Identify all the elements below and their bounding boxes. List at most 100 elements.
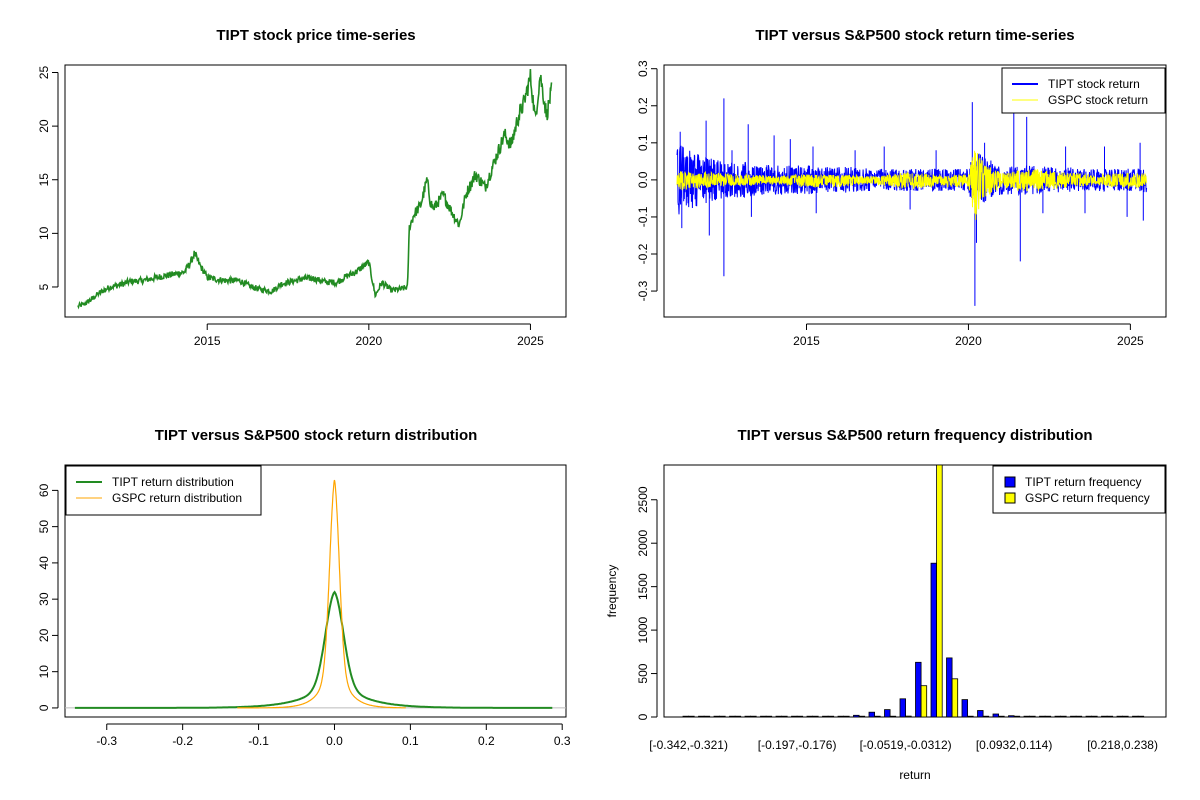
y-tick-label: 5 xyxy=(37,283,51,290)
gspc-frequency-bar xyxy=(703,715,711,718)
gspc-frequency-bar xyxy=(719,715,726,718)
y-tick-label: 0.0 xyxy=(636,171,650,188)
gspc-frequency-bar xyxy=(951,678,959,718)
y-tick-label: 0 xyxy=(636,713,650,720)
y-tick-label: -0.2 xyxy=(636,243,650,264)
gspc-frequency-bar xyxy=(874,715,881,718)
legend-label: GSPC return distribution xyxy=(112,491,242,505)
legend-label: GSPC stock return xyxy=(1048,93,1148,107)
tipt-frequency-bar xyxy=(977,710,984,718)
y-tick-label: 0.3 xyxy=(636,60,650,77)
gspc-frequency-bar xyxy=(1106,715,1114,718)
legend-box xyxy=(1001,67,1166,114)
gspc-frequency-bar xyxy=(1044,715,1052,718)
tipt-return-series xyxy=(676,98,1148,306)
gspc-frequency-bar xyxy=(905,715,912,718)
x-category-label: [-0.0519,-0.0312) xyxy=(860,738,952,752)
y-tick-label: 2000 xyxy=(636,530,650,557)
y-tick-label: 25 xyxy=(37,66,51,80)
return-density-panel: TIPT versus S&P500 stock return distribu… xyxy=(37,427,571,748)
y-tick-label: 20 xyxy=(37,119,51,133)
tipt-frequency-bar xyxy=(1039,715,1046,718)
tipt-frequency-bar xyxy=(822,715,829,718)
return-frequency-panel: TIPT versus S&P500 return frequency dist… xyxy=(605,427,1167,782)
tipt-frequency-bar xyxy=(698,715,705,718)
y-tick-label: 2500 xyxy=(636,486,650,513)
legend-swatch xyxy=(1004,476,1016,488)
tipt-frequency-bar xyxy=(1008,715,1015,718)
price-timeseries-panel: TIPT stock price time-series 2015 2020 202… xyxy=(37,27,567,348)
gspc-density-line xyxy=(237,479,406,709)
gspc-frequency-bar xyxy=(1060,715,1067,718)
y-tick-label: 10 xyxy=(37,665,51,679)
y-tick-label: 15 xyxy=(37,173,51,187)
x-tick-label: 0.0 xyxy=(326,734,343,748)
tipt-frequency-bar xyxy=(853,714,860,718)
legend-box xyxy=(65,465,262,516)
y-tick-label: -0.1 xyxy=(636,206,650,227)
y-tick-label: 30 xyxy=(37,592,51,606)
chart-title: TIPT versus S&P500 stock return distribu… xyxy=(155,427,478,444)
tipt-frequency-bar xyxy=(1054,715,1061,718)
gspc-frequency-bar xyxy=(688,715,695,718)
gspc-frequency-bar xyxy=(734,715,742,718)
gspc-frequency-bar xyxy=(889,715,897,718)
legend-label: TIPT return frequency xyxy=(1025,475,1142,489)
gspc-frequency-bar xyxy=(796,715,804,718)
price-series-line xyxy=(77,68,553,310)
gspc-frequency-bar xyxy=(812,715,819,718)
tipt-frequency-bar xyxy=(837,715,844,718)
gspc-frequency-bar xyxy=(843,715,850,718)
gspc-frequency-bar xyxy=(858,715,866,718)
x-tick-label: 0.3 xyxy=(554,734,571,748)
tipt-frequency-bar xyxy=(915,661,922,718)
tipt-frequency-bar xyxy=(713,715,720,718)
x-tick-label: 2025 xyxy=(517,334,544,348)
x-category-label: [0.0932,0.114) xyxy=(976,738,1053,752)
tipt-frequency-bar xyxy=(1116,715,1123,718)
tipt-frequency-bar xyxy=(930,562,937,718)
tipt-frequency-bar xyxy=(868,711,875,718)
plot-frame xyxy=(663,464,1167,718)
y-tick-label: 10 xyxy=(37,226,51,240)
gspc-frequency-bar xyxy=(827,715,835,718)
y-tick-label: 1500 xyxy=(636,573,650,600)
chart-title: TIPT stock price time-series xyxy=(216,27,415,44)
gspc-frequency-bar xyxy=(1075,715,1083,718)
tipt-frequency-bar xyxy=(1085,715,1092,718)
x-tick-label: 0.2 xyxy=(478,734,495,748)
gspc-frequency-bar xyxy=(750,715,757,718)
x-tick-label: -0.3 xyxy=(96,734,117,748)
legend-swatch xyxy=(1004,492,1016,504)
legend-label: TIPT stock return xyxy=(1048,77,1140,91)
gspc-frequency-bar xyxy=(765,715,773,718)
x-axis-label: return xyxy=(899,768,930,782)
x-category-label: [-0.342,-0.321) xyxy=(649,738,728,752)
tipt-frequency-bar xyxy=(884,709,891,718)
tipt-frequency-bar xyxy=(791,715,798,718)
plot-frame xyxy=(64,64,567,318)
gspc-frequency-bar xyxy=(1013,715,1021,718)
plot-frame xyxy=(663,64,1167,318)
tipt-frequency-bar xyxy=(899,698,906,718)
x-tick-label: -0.2 xyxy=(172,734,193,748)
tipt-frequency-bar xyxy=(806,715,813,718)
return-timeseries-panel: TIPT versus S&P500 stock return time-ser… xyxy=(636,27,1167,348)
y-tick-label: 0.1 xyxy=(636,134,650,151)
tipt-frequency-bar xyxy=(744,715,751,718)
y-tick-label: 50 xyxy=(37,520,51,534)
x-tick-label: 2025 xyxy=(1117,334,1144,348)
gspc-frequency-bar xyxy=(1029,715,1036,718)
chart-title: TIPT versus S&P500 return frequency dist… xyxy=(737,427,1092,444)
legend-label: TIPT return distribution xyxy=(112,475,234,489)
gspc-frequency-bar xyxy=(998,715,1005,718)
x-tick-label: 2020 xyxy=(955,334,982,348)
y-tick-label: 40 xyxy=(37,556,51,570)
tipt-frequency-bar xyxy=(1132,715,1139,718)
x-tick-label: 0.1 xyxy=(402,734,419,748)
x-category-label: [0.218,0.238) xyxy=(1087,738,1158,752)
gspc-frequency-bar xyxy=(982,715,990,718)
chart-title: TIPT versus S&P500 stock return time-ser… xyxy=(755,27,1074,44)
x-category-label: [-0.197,-0.176) xyxy=(758,738,837,752)
